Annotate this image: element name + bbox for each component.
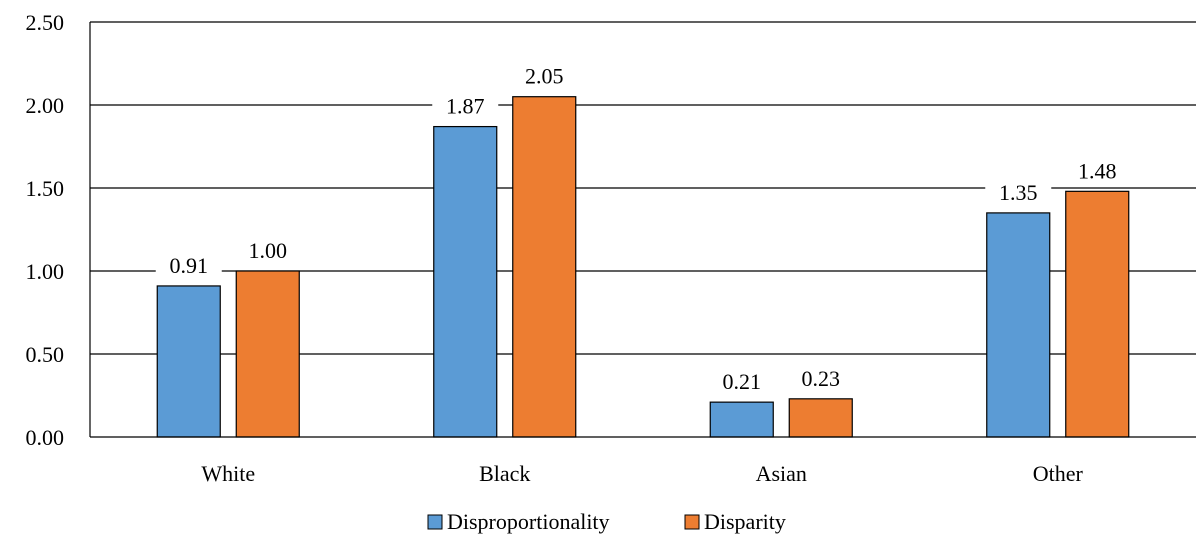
axes: 0.00 0.50 1.00 1.50 2.00 2.50 White Black Asian O… xyxy=(26,10,1196,486)
bar-disparity-white xyxy=(235,270,300,438)
data-label-background xyxy=(985,177,1052,208)
data-label-background xyxy=(708,367,775,398)
bar-disparity-black xyxy=(512,96,577,438)
legend-label: Disparity xyxy=(704,509,786,534)
y-tick-label: 2.00 xyxy=(26,93,65,118)
data-label: 0.23 xyxy=(802,366,841,391)
data-label: 0.91 xyxy=(170,253,209,278)
x-tick-label: White xyxy=(201,461,255,486)
data-label-background xyxy=(1064,156,1131,187)
y-tick-label: 0.00 xyxy=(26,425,65,450)
data-label: 2.05 xyxy=(525,64,564,89)
data-label-background xyxy=(155,250,222,281)
bar-disproportionality-other xyxy=(986,212,1051,438)
bar-disproportionality-black xyxy=(433,125,498,438)
x-tick-label: Other xyxy=(1033,461,1084,486)
bar-disparity-other xyxy=(1065,190,1130,438)
data-label: 1.35 xyxy=(999,180,1038,205)
data-label-background xyxy=(432,91,499,122)
bar-disparity-asian xyxy=(788,398,853,438)
y-tick-label: 1.00 xyxy=(26,259,65,284)
data-label-background xyxy=(234,236,301,266)
x-tick-label: Black xyxy=(479,461,530,486)
bars xyxy=(156,96,1130,438)
data-label: 0.21 xyxy=(723,369,762,394)
data-label: 1.87 xyxy=(446,94,485,119)
x-tick-label: Asian xyxy=(756,461,807,486)
bar-disproportionality-white xyxy=(156,285,221,438)
data-labels: 0.91 1.00 1.87 2.05 0.21 0.23 1.35 1.48 xyxy=(155,61,1131,398)
legend-label: Disproportionality xyxy=(447,509,610,534)
data-label: 1.48 xyxy=(1078,158,1117,183)
legend-swatch xyxy=(427,514,443,530)
legend-swatch xyxy=(684,514,700,530)
y-tick-label: 2.50 xyxy=(26,10,65,35)
y-tick-label: 1.50 xyxy=(26,176,65,201)
bar-disproportionality-asian xyxy=(709,401,774,438)
data-label-background xyxy=(787,363,854,394)
data-label: 1.00 xyxy=(249,238,288,263)
data-label-background xyxy=(511,61,578,92)
legend: Disproportionality Disparity xyxy=(427,509,786,534)
y-tick-label: 0.50 xyxy=(26,342,65,367)
